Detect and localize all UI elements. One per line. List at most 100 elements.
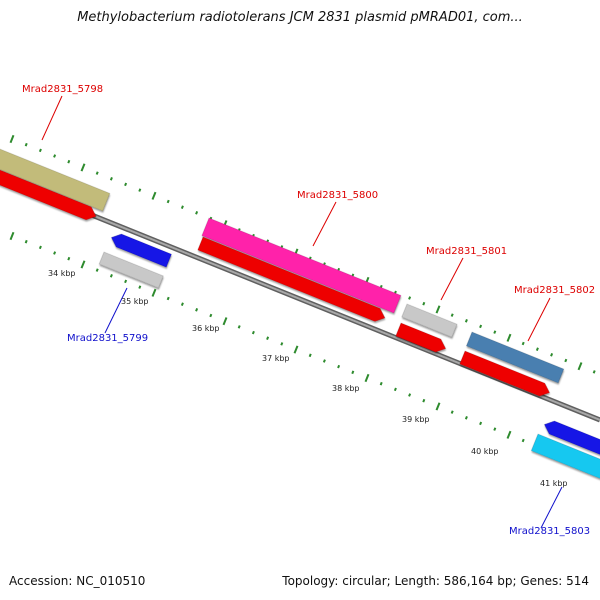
gene-arrow-unlabeled[interactable] [0,140,111,212]
kbp-label-36: 36 kbp [192,324,220,333]
outer-minor-tick [95,171,99,175]
inner-minor-tick [450,410,454,414]
outer-minor-tick [550,353,554,357]
leader-line [527,297,551,342]
outer-minor-tick [564,358,568,363]
inner-minor-tick [351,370,355,375]
kbp-label-38: 38 kbp [332,384,360,393]
inner-minor-tick [166,296,170,301]
inner-major-tick [9,231,15,241]
outer-minor-tick [109,177,113,181]
outer-minor-tick [38,148,42,153]
outer-minor-tick [195,211,199,215]
inner-minor-tick [493,427,497,431]
gene-label-mrad2831-5798[interactable]: Mrad2831_5798 [22,84,103,95]
inner-major-tick [435,402,441,411]
inner-minor-tick [266,336,270,340]
leader-line [440,257,464,301]
inner-minor-tick [521,438,525,443]
gene-label-mrad2831-5802[interactable]: Mrad2831_5802 [514,285,595,296]
gene-arrow-mrad2831-5803[interactable] [542,418,600,458]
inner-minor-tick [251,330,255,335]
inner-major-tick [80,260,86,269]
inner-minor-tick [464,416,468,420]
outer-major-tick [151,191,157,200]
inner-minor-tick [180,302,184,306]
gene-arrow-mrad2831-5798[interactable] [0,161,99,223]
kbp-label-35: 35 kbp [121,297,149,306]
outer-major-tick [435,305,441,314]
outer-minor-tick [521,341,525,346]
accession-text: Accession: NC_010510 [9,574,146,588]
leader-line [104,287,128,334]
gene-arrow-mrad2831-5799[interactable] [109,231,172,268]
inner-major-tick [364,373,370,383]
gene-arrow-mrad2831-5799[interactable] [98,251,164,289]
outer-minor-tick [180,205,184,209]
gene-label-mrad2831-5801[interactable]: Mrad2831_5801 [426,246,507,257]
inner-minor-tick [109,274,113,278]
inner-minor-tick [393,387,397,392]
inner-minor-tick [408,393,412,397]
gene-label-mrad2831-5800[interactable]: Mrad2831_5800 [297,190,378,201]
outer-minor-tick [535,347,539,351]
inner-minor-tick [38,245,42,250]
inner-minor-tick [67,256,71,261]
leader-line [312,201,337,247]
outer-minor-tick [493,330,497,334]
outer-minor-tick [408,296,412,300]
label-leader-lines [41,95,563,529]
outer-minor-tick [138,188,142,192]
outer-minor-tick [53,154,57,158]
outer-minor-tick [24,142,28,147]
inner-minor-tick [138,285,142,289]
outer-minor-tick [464,319,468,323]
inner-minor-tick [280,342,284,346]
inner-major-tick [151,288,157,297]
leader-line [540,486,563,529]
outer-major-tick [9,134,15,144]
inner-minor-tick [124,279,128,284]
outer-minor-tick [166,199,170,204]
gene-label-mrad2831-5803[interactable]: Mrad2831_5803 [509,526,590,537]
kbp-label-39: 39 kbp [402,415,430,424]
gene-arrow-mrad2831-5803[interactable] [530,433,600,482]
inner-minor-tick [379,381,383,386]
kbp-label-37: 37 kbp [262,354,290,363]
gene-arrow-mrad2831-5802[interactable] [459,350,552,399]
inner-minor-tick [195,308,199,312]
outer-minor-tick [592,370,596,374]
leader-line [41,95,63,141]
outer-minor-tick [479,324,483,329]
kbp-label-34: 34 kbp [48,269,76,278]
gene-arrow-mrad2831-5802[interactable] [465,331,565,384]
kbp-label-40: 40 kbp [471,447,499,456]
inner-minor-tick [337,364,341,369]
gene-arrow-mrad2831-5801[interactable] [395,322,449,355]
gene-arrow-mrad2831-5801[interactable] [401,303,458,338]
inner-minor-tick [209,313,213,318]
inner-minor-tick [322,359,326,363]
map-title: Methylobacterium radiotolerans JCM 2831 … [77,10,523,25]
inner-minor-tick [479,421,483,426]
inner-minor-tick [422,398,426,403]
outer-minor-tick [67,159,71,164]
outer-minor-tick [124,182,128,187]
inner-minor-tick [24,239,28,244]
gene-arrow-mrad2831-5800[interactable] [197,236,388,324]
topology-text: Topology: circular; Length: 586,164 bp; … [282,574,589,588]
kbp-label-41: 41 kbp [540,479,568,488]
outer-minor-tick [450,313,454,317]
outer-minor-tick [422,301,426,306]
outer-major-tick [506,333,512,342]
inner-minor-tick [95,268,99,272]
gene-label-mrad2831-5799[interactable]: Mrad2831_5799 [67,333,148,344]
inner-minor-tick [308,353,312,358]
inner-minor-tick [53,251,57,255]
inner-major-tick [222,317,228,326]
inner-major-tick [506,430,512,439]
gene-arrow-mrad2831-5800[interactable] [201,217,402,314]
inner-major-tick [293,345,299,354]
outer-major-tick [577,362,583,371]
